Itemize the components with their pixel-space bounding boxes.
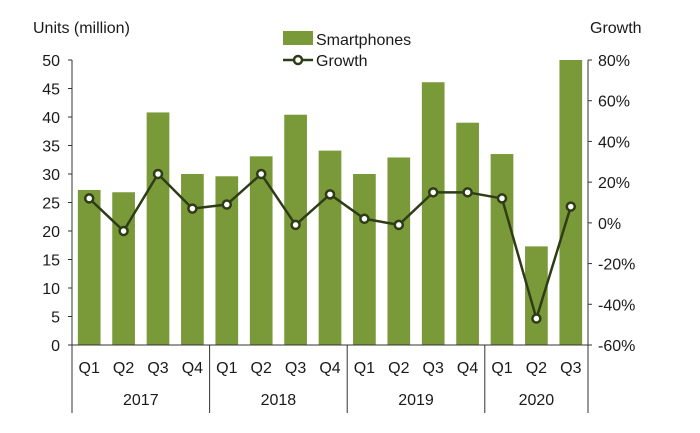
right-tick-label-2: -20% [598,257,635,274]
growth-point-12 [462,187,473,198]
left-tick-label-5: 5 [51,310,60,327]
x-tick-label-6: Q2 [251,360,272,377]
growth-point-9 [359,213,370,225]
right-tick-label-5: 40% [598,134,630,151]
bar-smartphones-13 [490,154,514,345]
left-tick-label-35: 35 [42,139,60,156]
x-tick-label-3: Q3 [147,360,168,377]
growth-point-14 [531,313,542,324]
year-label-2020: 2020 [519,392,555,409]
bars-group [77,60,583,345]
bar-smartphones-10 [387,157,411,345]
growth-point-7 [290,219,301,231]
growth-point-6 [255,168,267,180]
bar-smartphones-2 [112,192,135,345]
bar-smartphones-12 [456,122,479,345]
x-tick-label-15: Q3 [560,360,581,377]
bar-smartphones-5 [215,176,239,345]
growth-point-13 [496,193,508,204]
bar-smartphones-11 [421,82,445,345]
right-axis-title: Growth [590,20,642,37]
right-tick-label-1: -40% [598,297,635,314]
left-tick-label-40: 40 [42,110,60,127]
growth-point-3 [152,168,164,180]
x-tick-label-1: Q1 [79,360,100,377]
growth-point-15 [565,201,577,212]
legend: Smartphones Growth [283,31,411,70]
right-tick-label-0: -60% [598,338,635,355]
left-tick-label-15: 15 [42,253,60,270]
growth-point-2 [118,225,129,237]
legend-label-growth: Growth [316,53,368,70]
growth-line-group [83,168,577,324]
x-tick-label-14: Q2 [526,360,547,377]
left-tick-label-50: 50 [42,53,60,70]
bar-smartphones-8 [318,150,342,345]
year-label-2018: 2018 [261,392,297,409]
growth-point-8 [324,189,336,200]
left-tick-label-45: 45 [42,82,60,99]
legend-label-smartphones: Smartphones [316,32,411,49]
x-tick-label-5: Q1 [216,360,237,377]
left-tick-label-10: 10 [42,281,60,298]
right-tick-label-3: 0% [598,216,621,233]
x-tick-label-4: Q4 [182,360,203,377]
x-tick-label-9: Q1 [354,360,375,377]
growth-point-11 [427,187,439,198]
left-tick-label-25: 25 [42,196,60,213]
bar-smartphones-4 [181,174,204,345]
left-axis-title: Units (million) [33,20,130,37]
x-tick-label-7: Q3 [285,360,306,377]
legend-marker-growth [292,54,304,66]
axes-group: 0 5 10 15 20 25 30 35 40 45 50 -60% -40% -20% 0% 20% 40%… [42,53,635,413]
bar-smartphones-6 [249,156,273,345]
bar-smartphones-1 [77,189,101,345]
right-tick-label-4: 20% [598,175,630,192]
left-tick-label-20: 20 [42,224,60,241]
x-tick-label-10: Q2 [388,360,409,377]
legend-swatch-smartphones [283,31,313,45]
growth-point-4 [187,203,198,214]
bar-smartphones-9 [353,174,376,345]
bar-smartphones-14 [525,246,548,345]
x-tick-label-11: Q3 [423,360,444,377]
right-tick-label-6: 60% [598,94,630,111]
growth-point-1 [83,193,95,204]
x-tick-label-2: Q2 [113,360,134,377]
year-label-2017: 2017 [123,392,159,409]
x-tick-label-8: Q4 [319,360,340,377]
year-label-2019: 2019 [398,392,434,409]
bar-smartphones-3 [146,112,170,345]
x-tick-label-12: Q4 [457,360,478,377]
left-tick-label-0: 0 [51,338,60,355]
x-tick-label-13: Q1 [491,360,512,377]
growth-point-5 [221,199,233,210]
growth-point-10 [393,219,405,231]
right-tick-label-7: 80% [598,53,630,70]
left-tick-label-30: 30 [42,167,60,184]
